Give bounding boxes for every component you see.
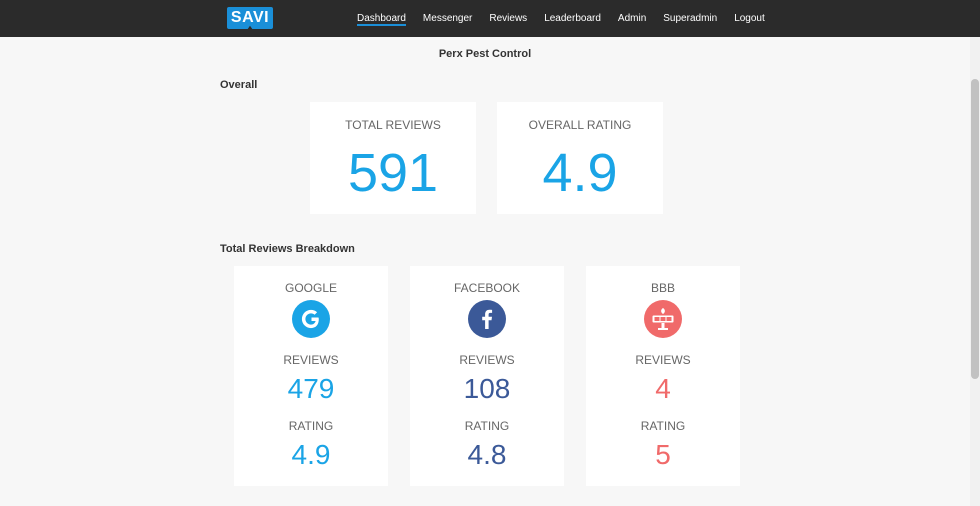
overall-rating-value: 4.9 <box>542 143 618 203</box>
savi-logo[interactable]: SAVI <box>227 7 273 29</box>
scrollbar-thumb[interactable] <box>971 79 979 379</box>
total-reviews-label: TOTAL REVIEWS <box>345 118 441 132</box>
facebook-reviews-label: REVIEWS <box>459 353 515 367</box>
google-rating-value: 4.9 <box>291 439 331 470</box>
facebook-rating-label: RATING <box>464 419 510 433</box>
navbar: SAVI Dashboard Messenger Reviews Leaderb… <box>0 0 980 37</box>
nav-logout[interactable]: Logout <box>734 13 765 24</box>
google-card: GOOGLE REVIEWS 479 RATING 4.9 <box>234 266 388 486</box>
google-icon <box>292 300 330 338</box>
facebook-reviews-value: 108 <box>463 373 511 404</box>
nav-superadmin[interactable]: Superadmin <box>663 13 718 24</box>
total-reviews-value: 591 <box>347 143 439 203</box>
scrollbar[interactable] <box>970 37 980 506</box>
nav-dashboard[interactable]: Dashboard <box>357 0 406 37</box>
overall-rating-label: OVERALL RATING <box>528 118 632 132</box>
bbb-rating-label: RATING <box>640 419 686 433</box>
total-reviews-card: TOTAL REVIEWS 591 <box>310 102 476 214</box>
bbb-card: BBB REVIEWS 4 RATING 5 <box>586 266 740 486</box>
google-reviews-label: REVIEWS <box>283 353 339 367</box>
bbb-reviews-label: REVIEWS <box>635 353 691 367</box>
bbb-source-label: BBB <box>650 281 675 295</box>
google-source-label: GOOGLE <box>284 281 337 295</box>
facebook-rating-value: 4.8 <box>467 439 507 470</box>
nav-messenger[interactable]: Messenger <box>422 13 473 24</box>
overall-section-title: Overall <box>220 79 258 91</box>
bbb-rating-value: 5 <box>655 439 671 470</box>
facebook-card: FACEBOOK REVIEWS 108 RATING 4.8 <box>410 266 564 486</box>
nav-admin[interactable]: Admin <box>617 13 647 24</box>
nav-links: Dashboard Messenger Reviews Leaderboard … <box>357 0 782 37</box>
facebook-source-label: FACEBOOK <box>453 281 521 295</box>
nav-leaderboard[interactable]: Leaderboard <box>544 13 601 24</box>
facebook-icon <box>468 300 506 338</box>
bbb-reviews-value: 4 <box>655 373 671 404</box>
bbb-icon <box>644 300 682 338</box>
nav-reviews[interactable]: Reviews <box>489 13 528 24</box>
breakdown-section-title: Total Reviews Breakdown <box>220 243 355 255</box>
overall-rating-card: OVERALL RATING 4.9 <box>497 102 663 214</box>
google-rating-label: RATING <box>288 419 334 433</box>
google-reviews-value: 479 <box>287 373 335 404</box>
page-title: Perx Pest Control <box>438 48 532 60</box>
